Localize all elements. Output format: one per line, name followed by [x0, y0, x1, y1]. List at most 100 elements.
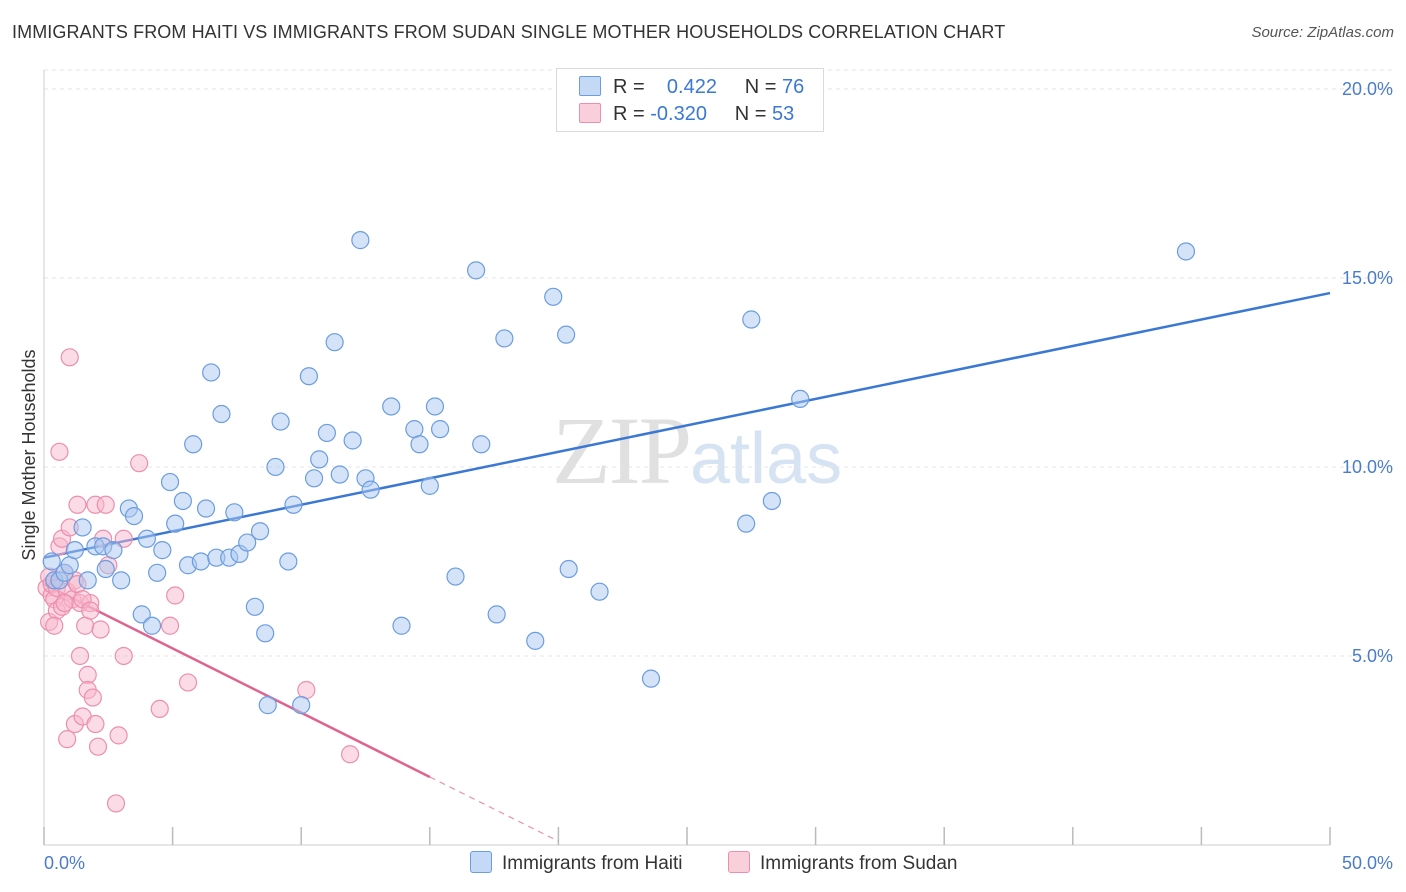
haiti-point	[392, 616, 411, 635]
haiti-point	[104, 541, 123, 560]
haiti-point	[472, 435, 491, 454]
watermark-zip: ZIP	[552, 397, 692, 504]
haiti-point	[112, 571, 131, 590]
haiti-point	[258, 696, 277, 715]
haiti-point	[191, 552, 210, 571]
y-axis-label: Single Mother Households	[19, 349, 39, 560]
haiti-point	[212, 404, 231, 424]
haiti-point	[361, 480, 380, 499]
haiti-point	[791, 389, 810, 409]
haiti-point	[166, 514, 185, 533]
gridlines	[44, 69, 1392, 657]
haiti-point	[495, 329, 514, 348]
haiti-point	[762, 491, 781, 511]
sudan-point	[96, 495, 115, 514]
haiti-legend-swatch	[470, 851, 492, 873]
haiti-point	[271, 412, 290, 431]
haiti-point	[292, 696, 311, 715]
haiti-point	[142, 616, 162, 635]
y-tick-label: 15.0%	[1342, 268, 1393, 288]
haiti-point	[466, 261, 486, 280]
legend-row-sudan: R = -0.320 N = 53	[579, 103, 794, 127]
correlation-legend: R = 0.422 N = 76 R = -0.320 N = 53	[556, 68, 824, 132]
y-tick-label: 10.0%	[1342, 457, 1393, 477]
haiti-point	[299, 367, 319, 386]
haiti-point	[351, 231, 370, 250]
haiti-point	[382, 397, 401, 416]
sudan-legend-label: Immigrants from Sudan	[760, 853, 958, 874]
legend-r-label: R =	[613, 76, 645, 98]
sudan-point	[86, 714, 105, 734]
legend-item-haiti: Immigrants from Haiti	[470, 851, 683, 875]
sudan-point	[297, 680, 316, 700]
sudan-point	[81, 601, 100, 620]
haiti-point	[173, 491, 192, 511]
haiti-point	[250, 522, 270, 541]
haiti-point	[430, 420, 450, 439]
sudan-point	[83, 688, 102, 707]
haiti-point	[225, 503, 244, 522]
data-points	[37, 231, 1196, 813]
y-tick-label: 20.0%	[1342, 79, 1393, 99]
sudan-point	[340, 745, 360, 764]
haiti-point	[160, 472, 180, 492]
haiti-point	[238, 533, 257, 552]
haiti-point	[132, 605, 151, 624]
haiti-swatch	[579, 76, 601, 96]
haiti-point	[65, 541, 84, 560]
haiti-legend-label: Immigrants from Haiti	[502, 853, 683, 874]
sudan-point	[114, 529, 133, 548]
haiti-point	[487, 605, 506, 624]
haiti-point	[446, 567, 465, 586]
haiti-point	[317, 423, 337, 443]
axes	[43, 70, 1331, 846]
haiti-point	[42, 552, 61, 571]
haiti-point	[60, 556, 79, 575]
sudan-point	[150, 699, 169, 719]
haiti-point	[256, 624, 275, 643]
haiti-point	[590, 582, 609, 601]
haiti-point	[310, 450, 329, 469]
haiti-point	[124, 506, 144, 526]
sudan-n-value: 53	[772, 103, 795, 125]
watermark: ZIPatlas	[552, 395, 842, 506]
haiti-point	[284, 495, 303, 514]
sudan-r-value: -0.320	[650, 103, 707, 125]
sudan-point	[68, 495, 87, 514]
haiti-point	[420, 476, 439, 495]
sudan-point	[166, 586, 185, 605]
sudan-point	[60, 348, 79, 367]
haiti-point	[742, 310, 761, 329]
haiti-point	[202, 363, 221, 382]
sudan-trend-extension	[429, 776, 559, 842]
haiti-r-value: 0.422	[666, 76, 717, 98]
sudan-point	[109, 726, 128, 745]
x-tick-label: 50.0%	[1342, 853, 1393, 873]
haiti-point	[137, 529, 156, 548]
x-tick-label: 0.0%	[44, 853, 85, 873]
haiti-point	[559, 559, 578, 579]
haiti-point	[184, 435, 203, 454]
haiti-point	[641, 669, 661, 688]
trend-lines	[43, 291, 1331, 842]
legend-item-sudan: Immigrants from Sudan	[728, 851, 957, 875]
sudan-swatch	[579, 103, 601, 123]
haiti-point	[330, 465, 349, 484]
legend-n-label: N =	[744, 76, 777, 98]
sudan-point	[50, 442, 69, 461]
sudan-point	[114, 646, 133, 666]
haiti-trend-line	[43, 291, 1331, 559]
haiti-point	[410, 435, 429, 454]
haiti-point	[304, 469, 324, 488]
haiti-point	[325, 333, 344, 352]
sudan-point	[106, 794, 126, 813]
sudan-point	[160, 616, 180, 635]
sudan-point	[91, 620, 110, 639]
haiti-point	[196, 499, 216, 518]
haiti-point	[96, 559, 115, 579]
legend-n-label: N =	[734, 103, 767, 125]
sudan-point	[178, 673, 198, 692]
haiti-point	[266, 457, 285, 477]
legend-r-label: R =	[613, 103, 645, 125]
